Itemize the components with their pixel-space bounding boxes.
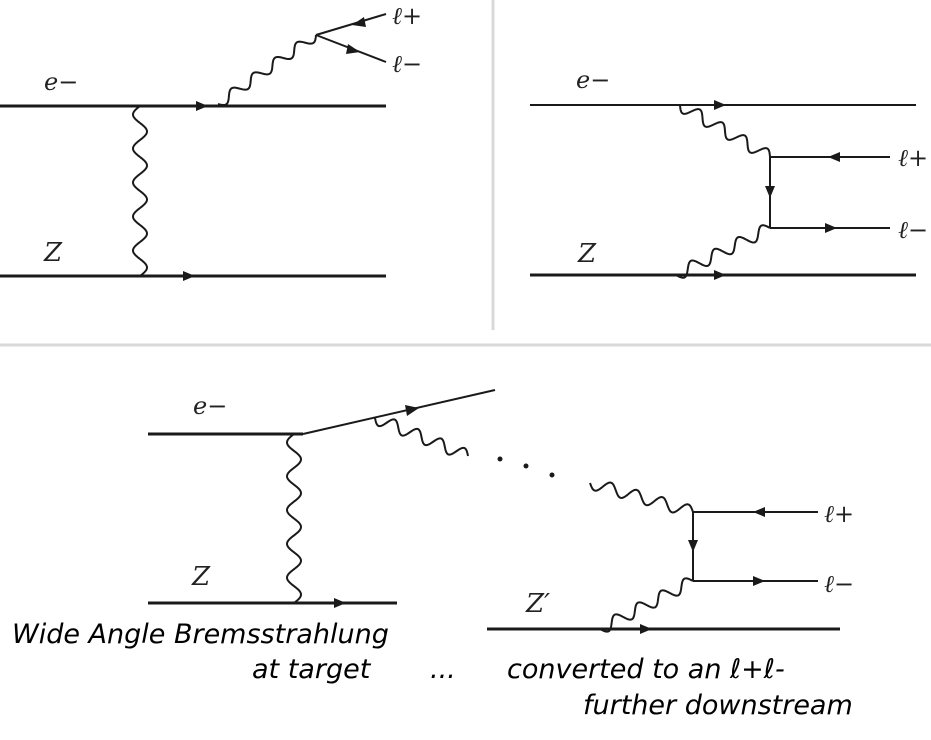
nucleus2-label: Z′ bbox=[525, 589, 550, 619]
electron-arrow bbox=[196, 101, 208, 111]
ellipsis-dot bbox=[523, 463, 529, 469]
diagram-top-left: e− Z ℓ+ ℓ− bbox=[0, 2, 422, 281]
lepton-plus-arrow bbox=[352, 17, 366, 27]
nucleus2-arrow bbox=[640, 624, 652, 634]
incoming-photon bbox=[589, 481, 694, 514]
photon-lower bbox=[675, 224, 771, 279]
propagator-arrow bbox=[765, 186, 775, 198]
lepton-minus-arrow bbox=[753, 576, 765, 586]
nucleus-arrow bbox=[334, 598, 346, 608]
diagram-top-right: e− Z ℓ+ ℓ− bbox=[530, 66, 928, 280]
lepton-plus-arrow bbox=[828, 152, 840, 162]
electron-label: e− bbox=[576, 66, 610, 94]
lepton-plus-line bbox=[315, 13, 387, 36]
nucleus-arrow bbox=[183, 271, 195, 281]
nucleus-label: Z bbox=[577, 239, 597, 269]
caption-ellipsis: ... bbox=[430, 654, 456, 685]
electron-arrow bbox=[714, 100, 726, 110]
nucleus-arrow bbox=[714, 270, 726, 280]
lepton-minus-arrow bbox=[346, 44, 360, 54]
nucleus-label: Z bbox=[43, 238, 63, 268]
lepton-minus-label: ℓ− bbox=[824, 570, 854, 598]
caption-line-1: Wide Angle Bremsstrahlung bbox=[12, 619, 389, 650]
diagram-bottom: e− Z Z′ ℓ+ ℓ− bbox=[148, 389, 854, 634]
lepton-plus-label: ℓ+ bbox=[824, 500, 854, 528]
brems-photon bbox=[217, 34, 317, 107]
caption-line-2: at target bbox=[252, 654, 372, 685]
ellipsis-dot bbox=[497, 456, 503, 462]
caption-block: Wide Angle Bremsstrahlung at target ... … bbox=[12, 619, 853, 721]
scattered-electron-arrow bbox=[405, 405, 419, 416]
ellipsis-dot bbox=[549, 472, 555, 478]
lepton-plus-label: ℓ+ bbox=[898, 144, 928, 172]
caption-line-3: converted to an ℓ+ℓ- bbox=[507, 654, 785, 685]
nucleus-label: Z bbox=[191, 562, 211, 592]
caption-line-4: further downstream bbox=[583, 690, 853, 721]
brems-photon bbox=[374, 417, 469, 457]
photon-upper bbox=[679, 104, 771, 158]
propagator-arrow bbox=[688, 540, 698, 552]
lepton-minus-label: ℓ− bbox=[392, 50, 422, 78]
electron-label: e− bbox=[44, 68, 78, 96]
exchange-photon bbox=[131, 105, 149, 277]
lepton-minus-arrow bbox=[825, 223, 837, 233]
scattered-electron-line bbox=[302, 389, 496, 435]
photon-lower bbox=[599, 577, 694, 633]
exchange-photon bbox=[285, 433, 303, 604]
electron-label: e− bbox=[193, 392, 227, 420]
lepton-minus-label: ℓ− bbox=[898, 216, 928, 244]
lepton-plus-label: ℓ+ bbox=[392, 2, 422, 30]
lepton-plus-arrow bbox=[753, 507, 765, 517]
